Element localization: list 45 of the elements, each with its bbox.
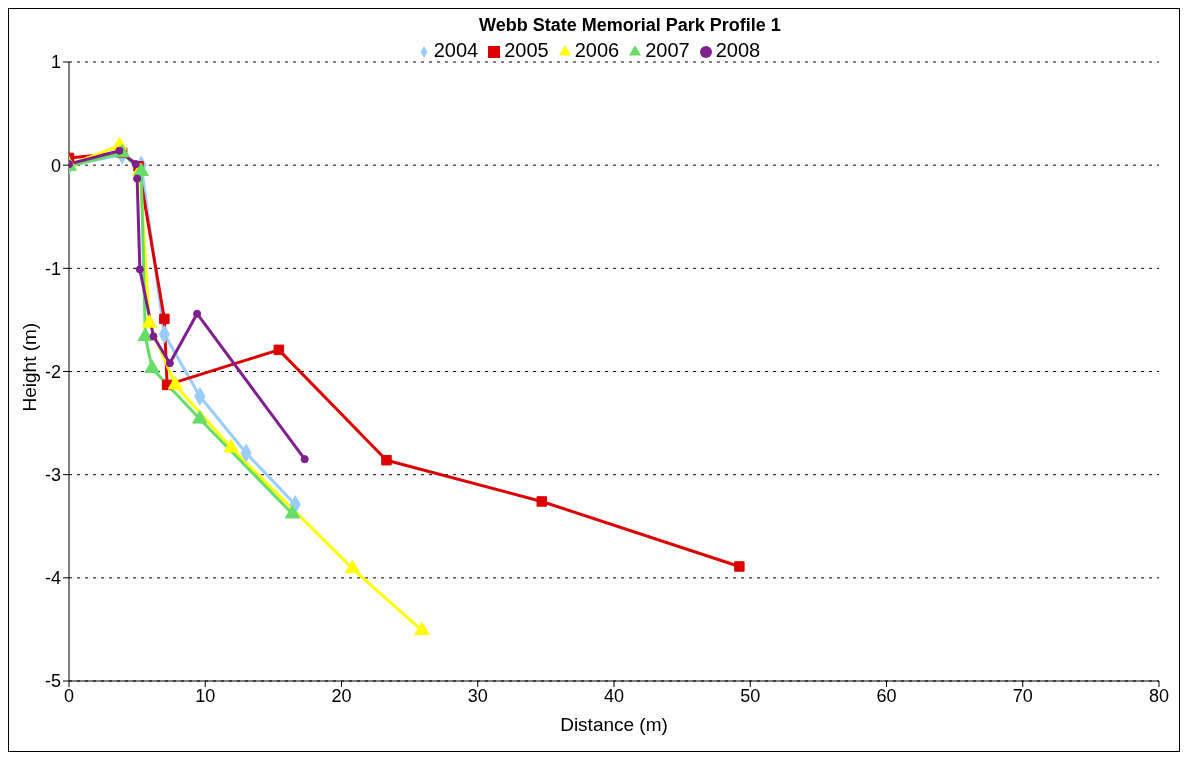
y-tick-label: -5	[44, 671, 61, 692]
point	[223, 439, 239, 453]
legend-label: 2006	[574, 39, 620, 61]
point	[167, 376, 183, 390]
point	[192, 410, 208, 424]
x-axis-title: Distance (m)	[560, 714, 668, 735]
point	[536, 496, 548, 507]
point	[165, 359, 174, 368]
point	[159, 313, 170, 325]
x-tick-label: 0	[63, 685, 75, 706]
y-tick-label: -2	[44, 361, 61, 382]
point	[284, 505, 301, 519]
x-tick-label: 20	[331, 685, 352, 706]
point	[135, 265, 144, 274]
y-tick-label: -3	[44, 465, 61, 486]
legend-label: 2008	[715, 39, 761, 61]
point	[133, 174, 142, 183]
x-tick-label: 60	[876, 685, 897, 706]
x-tick-label: 10	[195, 685, 216, 706]
chart-title: Webb State Memorial Park Profile 1	[478, 15, 782, 36]
y-tick-label: -4	[44, 568, 61, 589]
legend-label: 2007	[645, 39, 690, 61]
x-tick-label: 70	[1012, 685, 1033, 706]
point	[734, 561, 745, 572]
y-axis-title: Height (m)	[18, 322, 40, 412]
y-tick-label: 1	[50, 52, 61, 73]
point	[131, 160, 140, 169]
legend-label: 2005	[504, 39, 549, 61]
legend-label: 2004	[433, 39, 479, 61]
point	[381, 454, 392, 466]
x-tick-label: 50	[740, 685, 761, 706]
point	[144, 359, 160, 374]
point	[193, 309, 202, 318]
x-tick-label: 80	[1148, 685, 1170, 706]
x-tick-label: 30	[467, 685, 488, 706]
point	[414, 621, 430, 636]
point	[273, 344, 285, 356]
point	[149, 332, 158, 341]
y-tick-label: 0	[50, 155, 61, 176]
point	[344, 559, 361, 574]
point	[300, 455, 309, 464]
y-tick-label: -1	[44, 258, 61, 279]
point	[141, 314, 158, 328]
x-tick-label: 40	[603, 685, 625, 706]
point	[137, 327, 154, 342]
